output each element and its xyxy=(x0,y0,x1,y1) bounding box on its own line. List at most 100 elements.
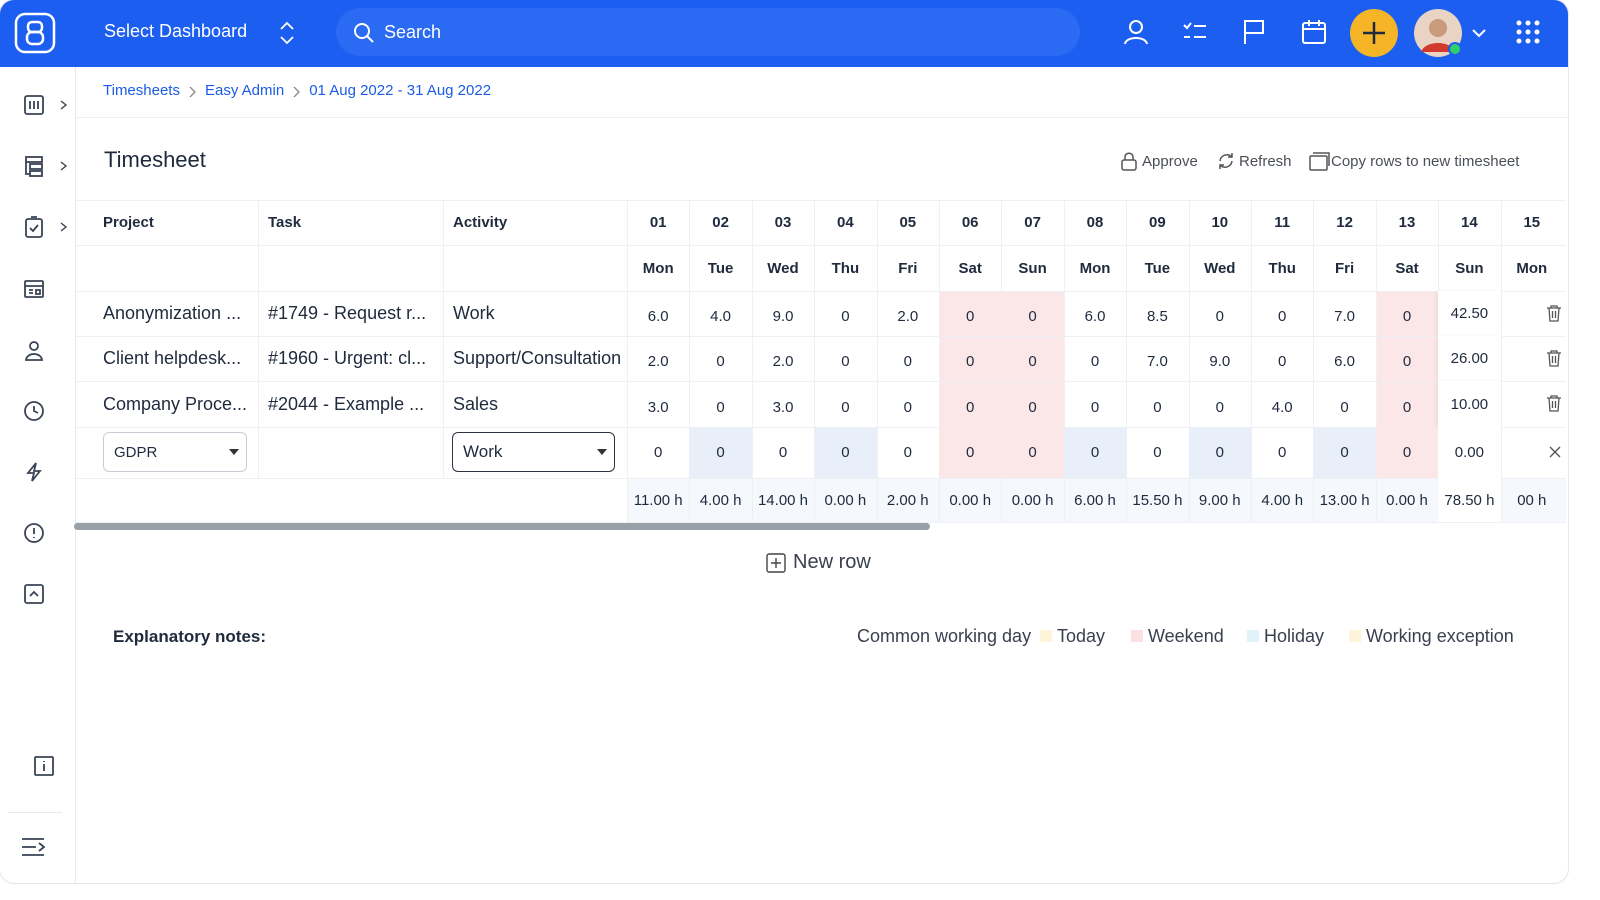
tasks-icon[interactable] xyxy=(1181,18,1209,46)
hours-cell[interactable]: 6.0 xyxy=(1334,353,1356,370)
hours-cell[interactable]: 7.0 xyxy=(1334,308,1356,325)
hours-cell[interactable]: 0 xyxy=(1402,353,1412,370)
hours-cell[interactable]: 0 xyxy=(1278,353,1287,370)
time-nav[interactable] xyxy=(22,399,46,423)
projects-nav-expand[interactable] xyxy=(58,160,70,172)
hours-cell[interactable]: 3.0 xyxy=(647,398,669,416)
calendar-icon[interactable] xyxy=(1300,18,1328,46)
reports-nav[interactable] xyxy=(22,582,46,606)
hours-cell[interactable]: 0 xyxy=(841,353,850,370)
dashboard-select[interactable]: Select Dashboard xyxy=(104,21,248,41)
remove-row[interactable] xyxy=(1548,445,1562,459)
column-total: 13.00 h xyxy=(1319,491,1370,509)
project-select[interactable]: GDPR xyxy=(103,432,247,472)
action-button[interactable]: Copy rows to new timesheet xyxy=(1331,153,1520,170)
hours-input[interactable]: 0 xyxy=(903,444,912,461)
hours-cell[interactable]: 9.0 xyxy=(772,308,794,325)
action-button[interactable]: Refresh xyxy=(1239,153,1292,170)
hours-input[interactable]: 0 xyxy=(1001,427,1064,478)
weekday-header: Wed xyxy=(1204,259,1236,277)
hours-cell[interactable]: 0 xyxy=(1028,308,1037,325)
hours-input[interactable]: 0 xyxy=(1188,427,1251,478)
hours-input[interactable]: 0 xyxy=(689,427,752,478)
action-icon[interactable] xyxy=(1119,151,1141,173)
hours-input[interactable]: 0 xyxy=(939,427,1002,478)
apps-icon[interactable] xyxy=(1515,19,1541,45)
hours-cell[interactable]: 6.0 xyxy=(647,308,669,325)
hours-cell[interactable]: 0 xyxy=(841,308,850,325)
new-row-button[interactable]: New row xyxy=(793,551,871,573)
hours-cell[interactable]: 4.0 xyxy=(1271,398,1293,416)
search-box[interactable]: Search xyxy=(336,8,1080,56)
hours-input[interactable]: 0 xyxy=(1153,444,1162,461)
add-button[interactable] xyxy=(1349,8,1399,58)
avatar[interactable] xyxy=(1413,8,1463,58)
hours-cell[interactable]: 0 xyxy=(1340,398,1349,416)
hours-cell[interactable]: 2.0 xyxy=(772,353,794,370)
hours-input[interactable]: 0 xyxy=(778,444,788,461)
user-icon[interactable] xyxy=(1122,18,1150,46)
hours-cell[interactable]: 2.0 xyxy=(647,353,669,370)
flag-icon[interactable] xyxy=(1240,18,1268,46)
hours-cell[interactable]: 0 xyxy=(841,398,850,416)
hours-cell[interactable]: 0 xyxy=(1028,353,1037,370)
hours-cell[interactable]: 0 xyxy=(716,353,725,370)
hours-cell[interactable]: 0 xyxy=(966,308,975,325)
breadcrumb-link[interactable]: 01 Aug 2022 - 31 Aug 2022 xyxy=(309,82,492,99)
hours-cell[interactable]: 6.0 xyxy=(1084,308,1106,325)
hours-cell[interactable]: 0 xyxy=(1153,398,1162,416)
issues-nav[interactable] xyxy=(22,521,46,545)
hours-cell[interactable]: 0 xyxy=(1215,308,1224,325)
activity-select[interactable]: Work xyxy=(452,432,615,472)
hours-cell[interactable]: 0 xyxy=(1215,398,1224,416)
hours-cell[interactable]: 3.0 xyxy=(772,398,794,416)
action-icon[interactable] xyxy=(1216,151,1238,173)
row-total: 26.00 xyxy=(1438,336,1501,381)
avatar-chevron[interactable] xyxy=(1470,24,1488,42)
hours-input[interactable]: 0 xyxy=(1375,427,1439,478)
hours-input[interactable]: 0 xyxy=(654,444,663,461)
hours-cell[interactable]: 0 xyxy=(716,398,725,416)
users-nav[interactable] xyxy=(22,338,46,362)
hours-cell[interactable]: 0 xyxy=(1402,398,1412,416)
dashboard-nav-expand[interactable] xyxy=(58,99,70,111)
action-button[interactable]: Approve xyxy=(1142,153,1198,170)
delete-row[interactable] xyxy=(1544,303,1564,323)
hours-input[interactable]: 0 xyxy=(1063,427,1127,478)
board-nav[interactable] xyxy=(22,277,46,301)
collapse-nav[interactable] xyxy=(20,835,48,859)
dashboard-nav[interactable] xyxy=(22,93,46,117)
hours-cell[interactable]: 0 xyxy=(903,398,912,416)
breadcrumb-link[interactable]: Timesheets xyxy=(103,82,180,99)
hours-input[interactable]: 0 xyxy=(1313,427,1376,478)
hours-cell[interactable]: 4.0 xyxy=(710,308,732,325)
hours-cell[interactable]: 0 xyxy=(966,398,975,416)
action-icon[interactable] xyxy=(1308,151,1330,173)
hours-cell[interactable]: 9.0 xyxy=(1209,353,1231,370)
hours-cell[interactable]: 0 xyxy=(1278,308,1287,325)
row-total: 0.00 xyxy=(1438,427,1501,478)
logo[interactable] xyxy=(14,12,56,54)
new-row-icon[interactable] xyxy=(765,552,787,574)
hours-cell[interactable]: 0 xyxy=(1090,398,1100,416)
breadcrumb-link[interactable]: Easy Admin xyxy=(204,82,285,99)
info-nav[interactable] xyxy=(33,755,55,777)
hours-cell[interactable]: 8.5 xyxy=(1146,308,1168,325)
dashboard-chevrons[interactable] xyxy=(278,20,296,46)
hours-cell[interactable]: 2.0 xyxy=(897,308,919,325)
tasks-nav-expand[interactable] xyxy=(58,221,70,233)
hours-cell[interactable]: 0 xyxy=(1028,398,1037,416)
hours-cell[interactable]: 0 xyxy=(966,353,975,370)
tasks-nav[interactable] xyxy=(22,215,46,239)
hours-cell[interactable]: 0 xyxy=(903,353,912,370)
hours-cell[interactable]: 0 xyxy=(1090,353,1100,370)
hours-cell[interactable]: 0 xyxy=(1402,308,1412,325)
hours-cell[interactable]: 7.0 xyxy=(1146,353,1168,370)
delete-row[interactable] xyxy=(1544,393,1564,413)
hours-input[interactable]: 0 xyxy=(1278,444,1287,461)
projects-nav[interactable] xyxy=(22,154,46,178)
delete-row[interactable] xyxy=(1544,348,1564,368)
actions-nav[interactable] xyxy=(22,460,46,484)
horizontal-scrollbar[interactable] xyxy=(74,523,930,530)
hours-input[interactable]: 0 xyxy=(814,427,877,478)
